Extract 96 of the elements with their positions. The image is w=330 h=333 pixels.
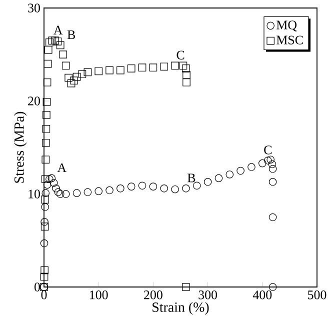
point xyxy=(67,79,76,88)
point xyxy=(42,156,50,164)
point xyxy=(54,188,62,196)
point xyxy=(46,38,54,46)
point xyxy=(50,178,58,187)
point xyxy=(51,36,59,44)
x-axis-title: Strain (%) xyxy=(152,302,209,315)
x-tick-label: 400 xyxy=(252,290,272,300)
point xyxy=(62,62,70,70)
point xyxy=(160,62,168,70)
point xyxy=(94,187,102,196)
point xyxy=(268,178,277,186)
point xyxy=(41,196,49,204)
annotation: A xyxy=(54,26,63,34)
point xyxy=(56,41,64,50)
point xyxy=(179,62,188,70)
x-tick-label: 300 xyxy=(198,290,218,300)
point xyxy=(72,189,81,197)
point xyxy=(44,60,52,68)
legend-label: MQ xyxy=(276,20,297,32)
point xyxy=(42,189,50,197)
point xyxy=(226,170,234,178)
point xyxy=(106,186,114,194)
x-tick-label: 200 xyxy=(144,290,162,300)
point xyxy=(40,266,48,274)
x-tick-label: 500 xyxy=(308,290,326,300)
point xyxy=(268,213,277,222)
point xyxy=(40,239,48,248)
point xyxy=(138,182,146,190)
point xyxy=(46,175,54,184)
point xyxy=(54,38,62,46)
point xyxy=(268,283,277,291)
point xyxy=(106,66,114,74)
legend-label: MSC xyxy=(276,36,303,44)
point xyxy=(182,71,190,79)
point xyxy=(41,175,50,184)
point xyxy=(62,190,70,198)
point xyxy=(204,178,212,186)
annotation: B xyxy=(67,30,76,39)
point xyxy=(94,67,102,76)
point xyxy=(48,36,56,44)
point xyxy=(149,182,158,190)
point xyxy=(127,182,136,190)
point xyxy=(182,64,190,72)
point xyxy=(127,64,136,72)
point xyxy=(268,160,276,168)
annotation: B xyxy=(188,174,196,182)
point xyxy=(40,218,48,226)
point xyxy=(268,164,277,173)
point xyxy=(182,184,190,192)
point xyxy=(43,78,52,86)
point xyxy=(116,184,124,192)
point xyxy=(171,62,179,70)
annotation: C xyxy=(176,50,184,60)
point xyxy=(160,184,168,192)
y-tick-label: 10 xyxy=(28,190,40,198)
point xyxy=(84,188,92,196)
point xyxy=(236,166,244,175)
point xyxy=(192,182,201,190)
y-tick-label: 30 xyxy=(28,4,40,12)
point xyxy=(44,46,52,54)
point xyxy=(264,156,272,164)
point xyxy=(40,272,48,281)
annotation: A xyxy=(57,163,66,172)
point xyxy=(182,78,190,86)
point xyxy=(258,159,266,168)
point xyxy=(72,72,81,81)
point xyxy=(42,138,50,147)
point xyxy=(116,66,124,74)
point xyxy=(42,111,50,119)
point xyxy=(40,222,49,230)
point xyxy=(41,203,49,211)
point xyxy=(266,156,274,164)
point xyxy=(78,70,86,78)
point xyxy=(42,98,51,106)
point xyxy=(48,174,56,182)
point xyxy=(182,283,190,291)
x-tick-label: 0 xyxy=(41,290,47,300)
y-tick-label: 0 xyxy=(34,282,40,292)
point xyxy=(248,163,256,171)
point xyxy=(214,174,223,182)
point xyxy=(171,185,179,194)
point xyxy=(52,184,60,192)
point xyxy=(42,124,50,133)
y-tick-label: 20 xyxy=(28,96,40,106)
point xyxy=(149,64,158,72)
x-tick-label: 100 xyxy=(90,290,108,300)
point xyxy=(64,74,72,82)
annotation: C xyxy=(264,146,272,154)
point xyxy=(43,180,52,189)
point xyxy=(138,64,146,72)
y-axis-title: Stress (MPa) xyxy=(14,112,27,183)
point xyxy=(84,68,92,76)
point xyxy=(70,76,78,84)
point xyxy=(56,190,64,198)
point xyxy=(59,50,68,58)
